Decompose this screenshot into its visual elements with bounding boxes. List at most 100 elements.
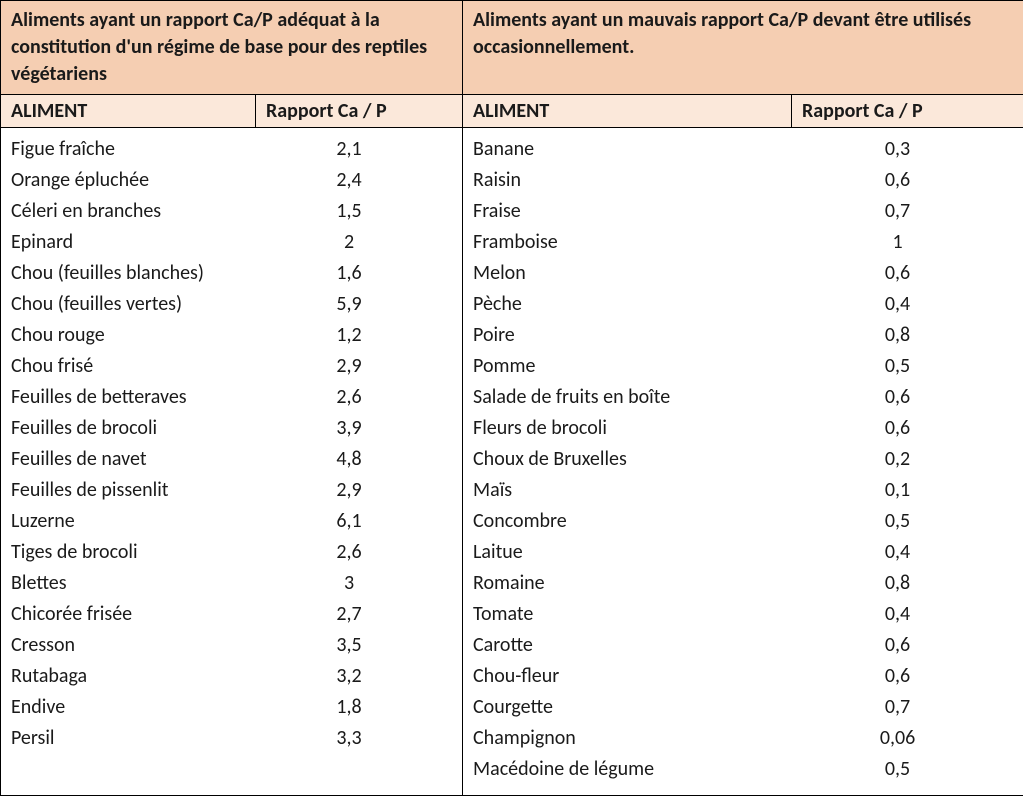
table-row: Cresson3,5	[11, 630, 452, 661]
aliment-name: Concombre	[473, 506, 782, 537]
aliment-name: Banane	[473, 134, 782, 165]
table-row: Macédoine de légume0,5	[473, 754, 1013, 785]
aliment-name: Feuilles de navet	[11, 444, 246, 475]
table-row: Feuilles de pissenlit2,9	[11, 475, 452, 506]
ratio-value: 2,9	[246, 475, 452, 506]
aliment-name: Laitue	[473, 537, 782, 568]
ratio-value: 0,8	[782, 320, 1013, 351]
table-row: Figue fraîche2,1	[11, 134, 452, 165]
ratio-value: 0,6	[782, 661, 1013, 692]
ratio-value: 2,7	[246, 599, 452, 630]
ratio-value: 0,1	[782, 475, 1013, 506]
aliment-name: Framboise	[473, 227, 782, 258]
aliment-name: Orange épluchée	[11, 165, 246, 196]
ratio-value: 2,9	[246, 351, 452, 382]
table-row: Tomate0,4	[473, 599, 1013, 630]
table-row: Fleurs de brocoli0,6	[473, 413, 1013, 444]
left-data: Figue fraîche2,1Orange épluchée2,4Céleri…	[1, 128, 463, 796]
table-row: Chou (feuilles vertes)5,9	[11, 289, 452, 320]
aliment-name: Feuilles de betteraves	[11, 382, 246, 413]
ratio-value: 2,1	[246, 134, 452, 165]
ratio-value: 0,5	[782, 754, 1013, 785]
ratio-value: 0,6	[782, 630, 1013, 661]
ratio-value: 1,8	[246, 692, 452, 723]
ratio-value: 0,2	[782, 444, 1013, 475]
table-row: Romaine0,8	[473, 568, 1013, 599]
aliment-name: Tomate	[473, 599, 782, 630]
table-row: Laitue0,4	[473, 537, 1013, 568]
ratio-value: 1,6	[246, 258, 452, 289]
table-row: Epinard2	[11, 227, 452, 258]
aliment-name: Poire	[473, 320, 782, 351]
ratio-value: 5,9	[246, 289, 452, 320]
right-title: Aliments ayant un mauvais rapport Ca/P d…	[463, 1, 1023, 95]
ratio-value: 0,6	[782, 258, 1013, 289]
ratio-value: 0,4	[782, 289, 1013, 320]
data-row: Figue fraîche2,1Orange épluchée2,4Céleri…	[1, 128, 1023, 796]
ratio-value: 0,06	[782, 723, 1013, 754]
ratio-value: 2,6	[246, 382, 452, 413]
table-row: Melon0,6	[473, 258, 1013, 289]
table-row: Feuilles de betteraves2,6	[11, 382, 452, 413]
table-row: Chou rouge1,2	[11, 320, 452, 351]
table-row: Tiges de brocoli2,6	[11, 537, 452, 568]
table-row: Chicorée frisée2,7	[11, 599, 452, 630]
ratio-value: 2	[246, 227, 452, 258]
aliment-name: Romaine	[473, 568, 782, 599]
right-data: Banane0,3Raisin0,6Fraise0,7Framboise1Mel…	[463, 128, 1023, 796]
table-row: Framboise1	[473, 227, 1013, 258]
aliment-name: Courgette	[473, 692, 782, 723]
right-header-aliment: ALIMENT	[463, 95, 792, 128]
table-container: Aliments ayant un rapport Ca/P adéquat à…	[0, 0, 1023, 788]
aliment-name: Feuilles de brocoli	[11, 413, 246, 444]
ratio-value: 3,5	[246, 630, 452, 661]
aliment-name: Chou-fleur	[473, 661, 782, 692]
table-row: Choux de Bruxelles0,2	[473, 444, 1013, 475]
aliment-name: Chicorée frisée	[11, 599, 246, 630]
ratio-value: 0,7	[782, 196, 1013, 227]
table-row: Endive1,8	[11, 692, 452, 723]
header-row: ALIMENT Rapport Ca / P ALIMENT Rapport C…	[1, 95, 1023, 128]
aliment-name: Pomme	[473, 351, 782, 382]
table-row: Champignon0,06	[473, 723, 1013, 754]
left-header-ratio: Rapport Ca / P	[256, 95, 463, 128]
table-row: Courgette0,7	[473, 692, 1013, 723]
ratio-value: 4,8	[246, 444, 452, 475]
ratio-value: 0,6	[782, 413, 1013, 444]
ratio-value: 2,4	[246, 165, 452, 196]
left-title: Aliments ayant un rapport Ca/P adéquat à…	[1, 1, 463, 95]
aliment-name: Choux de Bruxelles	[473, 444, 782, 475]
aliment-name: Persil	[11, 723, 246, 754]
table-row: Poire0,8	[473, 320, 1013, 351]
table-row: Pèche0,4	[473, 289, 1013, 320]
ca-p-table: Aliments ayant un rapport Ca/P adéquat à…	[0, 0, 1023, 796]
aliment-name: Feuilles de pissenlit	[11, 475, 246, 506]
ratio-value: 3,2	[246, 661, 452, 692]
table-row: Orange épluchée2,4	[11, 165, 452, 196]
ratio-value: 0,5	[782, 506, 1013, 537]
aliment-name: Epinard	[11, 227, 246, 258]
table-row: Feuilles de brocoli3,9	[11, 413, 452, 444]
table-row: Persil3,3	[11, 723, 452, 754]
aliment-name: Salade de fruits en boîte	[473, 382, 782, 413]
aliment-name: Chou rouge	[11, 320, 246, 351]
table-row: Blettes3	[11, 568, 452, 599]
ratio-value: 0,6	[782, 382, 1013, 413]
table-row: Luzerne6,1	[11, 506, 452, 537]
aliment-name: Chou (feuilles blanches)	[11, 258, 246, 289]
table-row: Fraise0,7	[473, 196, 1013, 227]
table-row: Chou frisé2,9	[11, 351, 452, 382]
table-row: Rutabaga3,2	[11, 661, 452, 692]
title-row: Aliments ayant un rapport Ca/P adéquat à…	[1, 1, 1023, 95]
aliment-name: Carotte	[473, 630, 782, 661]
aliment-name: Cresson	[11, 630, 246, 661]
ratio-value: 3,3	[246, 723, 452, 754]
aliment-name: Champignon	[473, 723, 782, 754]
aliment-name: Melon	[473, 258, 782, 289]
ratio-value: 0,7	[782, 692, 1013, 723]
left-header-aliment: ALIMENT	[1, 95, 256, 128]
aliment-name: Chou frisé	[11, 351, 246, 382]
ratio-value: 6,1	[246, 506, 452, 537]
table-row: Feuilles de navet4,8	[11, 444, 452, 475]
aliment-name: Blettes	[11, 568, 246, 599]
